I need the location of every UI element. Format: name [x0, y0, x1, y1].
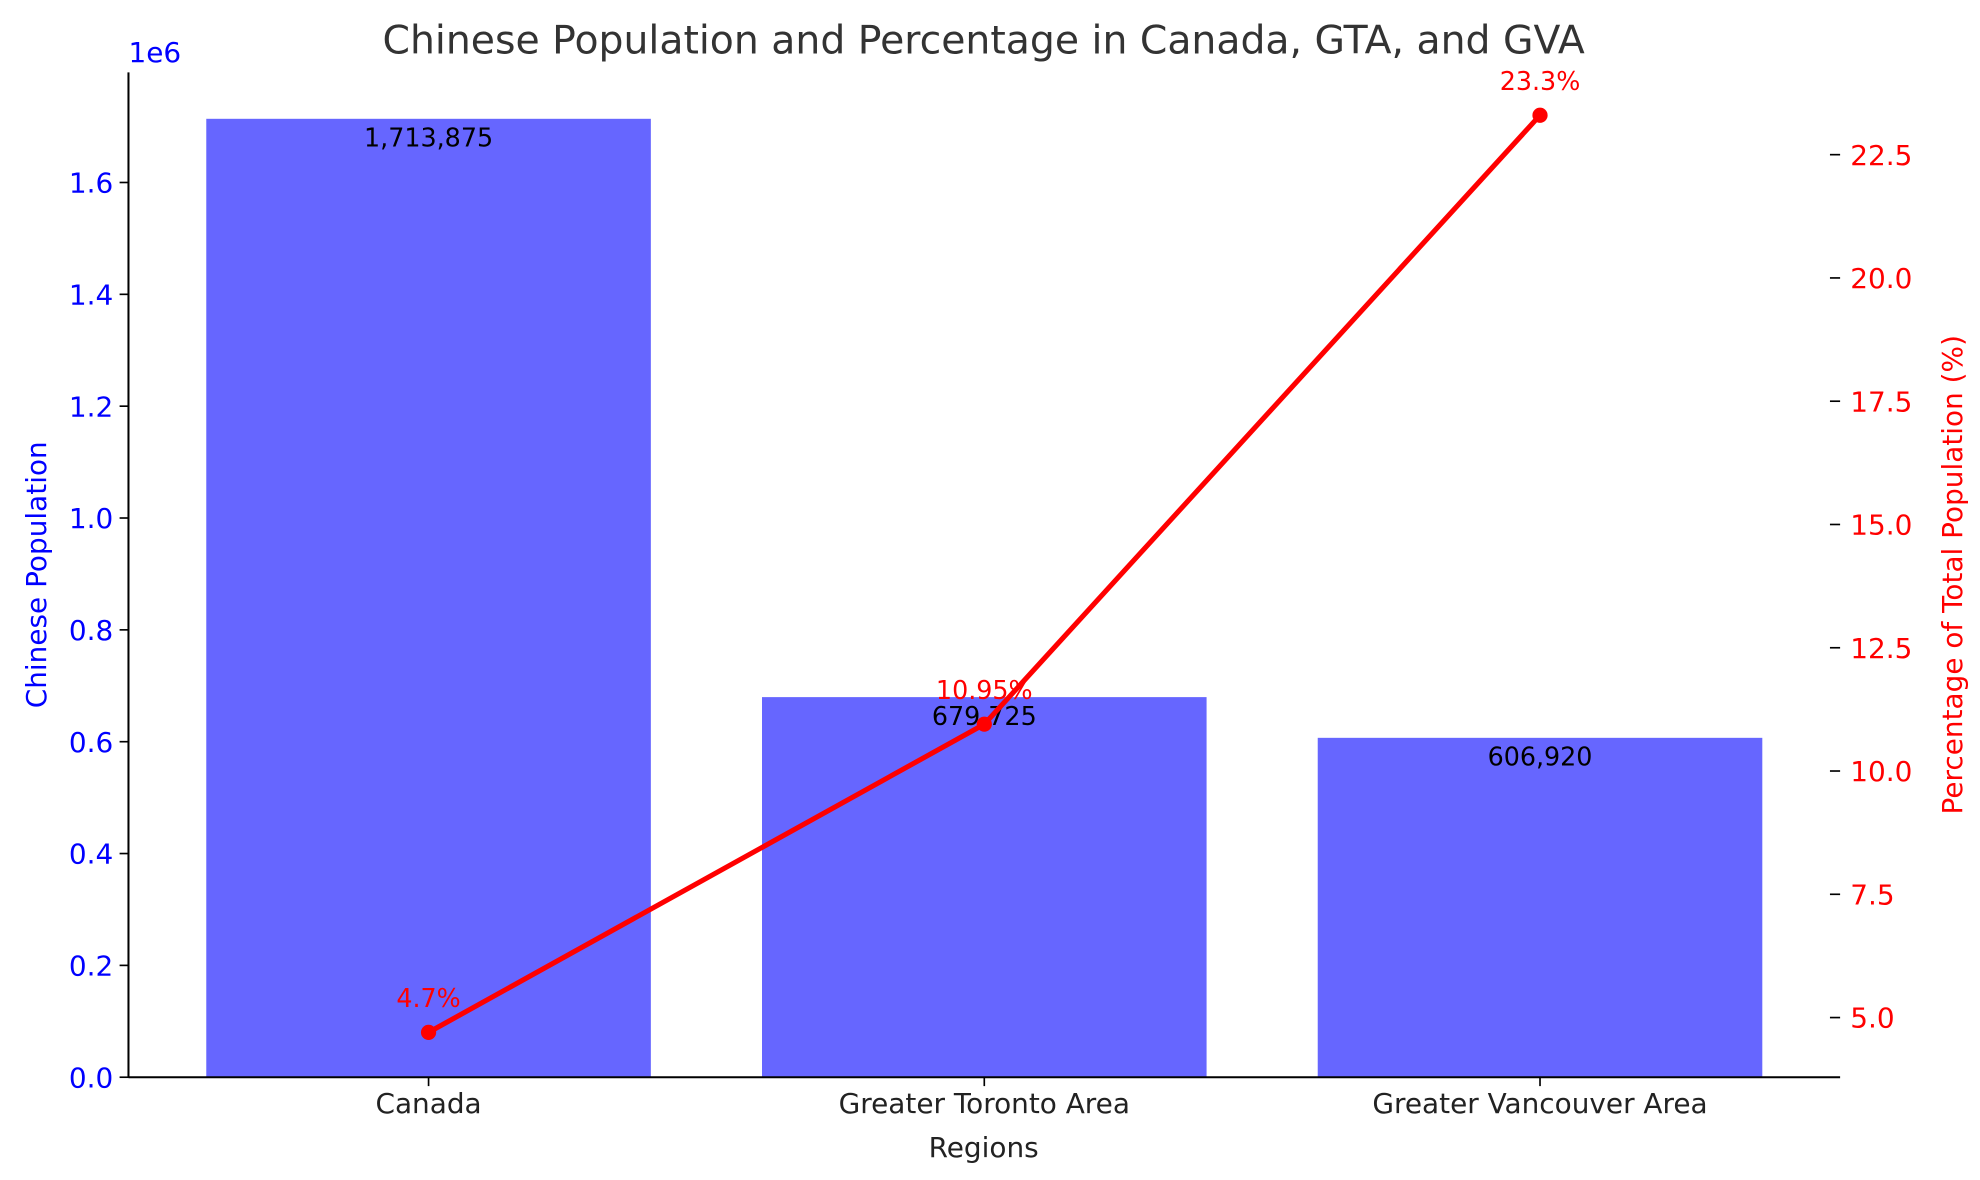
percentage-point [976, 716, 992, 732]
y2-axis-label: Percentage of Total Population (%) [1936, 335, 1969, 814]
y2-tick-label: 5.0 [1850, 1002, 1894, 1035]
x-tick-label: Greater Toronto Area [839, 1087, 1130, 1120]
y-tick-label: 1.6 [69, 167, 113, 200]
y-tick-label: 0.4 [69, 838, 113, 871]
bar [1317, 737, 1763, 1078]
y-axis-label: Chinese Population [20, 441, 53, 708]
y-offset-label: 1e6 [128, 36, 181, 69]
chart-title: Chinese Population and Percentage in Can… [383, 17, 1585, 63]
bar [206, 118, 651, 1078]
y2-tick-label: 15.0 [1850, 509, 1912, 542]
y2-tick-label: 12.5 [1850, 632, 1912, 665]
y2-tick-label: 7.5 [1850, 878, 1894, 911]
bar-value-label: 606,920 [1488, 742, 1593, 772]
bar [762, 697, 1207, 1078]
x-tick-label: Canada [375, 1087, 481, 1120]
percentage-label: 4.7% [396, 983, 460, 1013]
y-tick-label: 1.2 [69, 390, 113, 423]
x-tick-label: Greater Vancouver Area [1372, 1087, 1707, 1120]
x-axis-label: Regions [929, 1131, 1039, 1164]
y2-tick-label: 10.0 [1850, 755, 1912, 788]
y-tick-label: 1.4 [69, 278, 113, 311]
percentage-point [420, 1024, 437, 1040]
percentage-label: 23.3% [1500, 66, 1581, 96]
y-tick-label: 1.0 [69, 502, 113, 535]
y-tick-label: 0.2 [69, 950, 113, 983]
bar-value-label: 1,713,875 [364, 123, 493, 153]
percentage-label: 10.95% [936, 675, 1033, 705]
percentage-point [1532, 107, 1548, 123]
y-tick-label: 0.8 [69, 614, 113, 647]
y-tick-label: 0.0 [69, 1061, 113, 1094]
y2-tick-label: 20.0 [1850, 262, 1912, 295]
y2-tick-label: 17.5 [1850, 385, 1912, 418]
y-tick-label: 0.6 [69, 726, 113, 759]
y2-tick-label: 22.5 [1850, 139, 1912, 172]
